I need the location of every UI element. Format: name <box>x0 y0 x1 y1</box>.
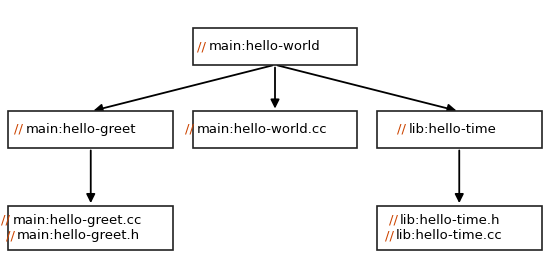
Text: lib:hello-time: lib:hello-time <box>408 123 496 136</box>
Text: //: // <box>384 229 394 242</box>
Text: //: // <box>397 123 406 136</box>
Text: //: // <box>197 40 206 53</box>
Text: //: // <box>185 123 194 136</box>
Text: //: // <box>14 123 23 136</box>
Text: main:hello-world: main:hello-world <box>208 40 321 53</box>
Text: main:hello-greet: main:hello-greet <box>25 123 136 136</box>
FancyBboxPatch shape <box>377 111 542 148</box>
FancyBboxPatch shape <box>192 28 358 65</box>
Text: main:hello-world.cc: main:hello-world.cc <box>196 123 327 136</box>
Text: lib:hello-time.cc: lib:hello-time.cc <box>396 229 503 242</box>
Text: //: // <box>2 214 10 227</box>
FancyBboxPatch shape <box>377 206 542 250</box>
FancyBboxPatch shape <box>8 206 173 250</box>
Text: //: // <box>389 214 398 227</box>
Text: lib:hello-time.h: lib:hello-time.h <box>400 214 500 227</box>
Text: main:hello-greet.h: main:hello-greet.h <box>17 229 140 242</box>
Text: main:hello-greet.cc: main:hello-greet.cc <box>13 214 142 227</box>
FancyBboxPatch shape <box>8 111 173 148</box>
Text: //: // <box>6 229 14 242</box>
FancyBboxPatch shape <box>192 111 358 148</box>
